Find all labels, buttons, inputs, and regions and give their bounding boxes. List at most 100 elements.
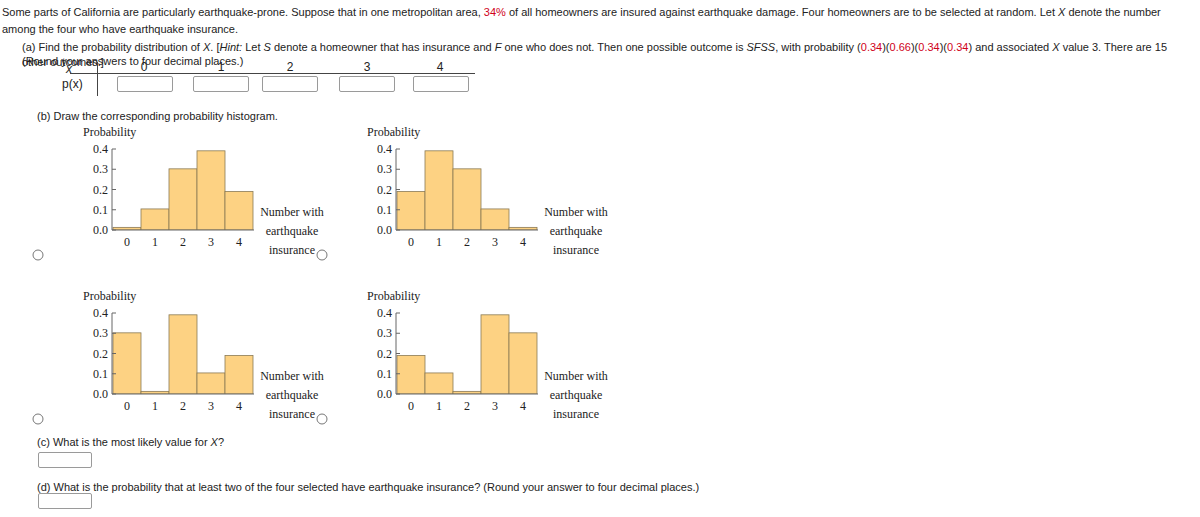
text-segment: X xyxy=(203,41,210,53)
table-column: 3 xyxy=(357,60,377,74)
text-segment: 0.66 xyxy=(890,41,911,53)
y-tick-label: 0.4 xyxy=(93,142,108,156)
x-tick-label: 4 xyxy=(236,399,242,413)
x-axis xyxy=(112,230,254,231)
y-tick-label: 0.0 xyxy=(377,387,392,401)
y-tick-label: 0.2 xyxy=(93,183,108,197)
text-segment: 0.34 xyxy=(947,41,968,53)
answer-input[interactable] xyxy=(413,76,469,92)
text-segment: ? xyxy=(218,436,224,448)
bar xyxy=(197,373,225,394)
intro-text: Some parts of California are particularl… xyxy=(2,4,1197,38)
bar xyxy=(141,209,169,230)
x-axis-label: Number with earthquake insurance xyxy=(255,367,329,424)
answer-input[interactable] xyxy=(38,452,92,468)
y-tick xyxy=(112,394,116,395)
y-tick-label: 0.3 xyxy=(93,326,108,340)
round-note: (Round your answers to four decimal plac… xyxy=(22,55,622,67)
y-tick xyxy=(112,149,116,150)
x-tick-label: 4 xyxy=(236,235,242,249)
y-tick-label: 0.4 xyxy=(93,306,108,320)
x-tick-label: 0 xyxy=(124,235,130,249)
y-tick-label: 0.3 xyxy=(377,326,392,340)
y-tick-label: 0.0 xyxy=(93,387,108,401)
y-axis-label: Probability xyxy=(83,289,136,303)
x-axis xyxy=(396,394,538,395)
x-tick-label: 1 xyxy=(152,399,158,413)
x-tick-label: 3 xyxy=(492,399,498,413)
bar xyxy=(169,315,197,394)
x-tick-label: 0 xyxy=(408,399,414,413)
y-tick-label: 0.4 xyxy=(377,306,392,320)
text-segment: denote a homeowner that has insurance an… xyxy=(271,41,495,53)
y-tick xyxy=(396,189,400,190)
y-tick xyxy=(112,209,116,210)
bars xyxy=(397,315,537,394)
bar xyxy=(397,356,425,394)
y-tick xyxy=(396,333,400,334)
text-segment: , with probability ( xyxy=(775,41,861,53)
bar xyxy=(509,333,537,394)
bar xyxy=(425,373,453,394)
y-tick xyxy=(112,353,116,354)
y-tick-label: 0.2 xyxy=(93,347,108,361)
bar xyxy=(397,192,425,230)
text-segment: Hint: xyxy=(220,41,243,53)
y-tick xyxy=(396,394,400,395)
x-tick-label: 1 xyxy=(436,235,442,249)
table-column: 1 xyxy=(211,60,231,74)
part-d-text: (d) What is the probability that at leas… xyxy=(37,481,1137,493)
x-axis-label: Number with earthquake insurance xyxy=(539,367,613,424)
x-tick-label: 3 xyxy=(492,235,498,249)
radio-button[interactable] xyxy=(33,250,43,260)
text-segment: )( xyxy=(940,41,947,53)
table-rule xyxy=(97,62,98,96)
text-segment: S xyxy=(264,41,271,53)
bar xyxy=(197,151,225,230)
answer-input[interactable] xyxy=(38,493,92,509)
y-tick-label: 0.3 xyxy=(377,162,392,176)
table-rule xyxy=(70,73,475,74)
y-tick xyxy=(112,230,116,231)
answer-input[interactable] xyxy=(117,76,173,92)
text-segment: Let xyxy=(242,41,263,53)
y-tick xyxy=(112,373,116,374)
y-tick xyxy=(396,313,400,314)
x-tick-label: 1 xyxy=(152,235,158,249)
y-tick xyxy=(396,149,400,150)
y-tick-label: 0.1 xyxy=(377,367,392,381)
y-tick xyxy=(396,230,400,231)
y-axis-label: Probability xyxy=(83,125,136,139)
y-tick-label: 0.3 xyxy=(93,162,108,176)
x-tick-label: 3 xyxy=(208,235,214,249)
part-c-text: (c) What is the most likely value for X? xyxy=(37,436,637,448)
y-tick xyxy=(396,169,400,170)
text-segment: 0.34 xyxy=(861,41,882,53)
text-segment: X xyxy=(1058,6,1065,18)
radio-button[interactable] xyxy=(33,414,43,424)
y-tick xyxy=(112,333,116,334)
text-segment: X xyxy=(1052,41,1059,53)
answer-input[interactable] xyxy=(262,76,318,92)
x-axis xyxy=(112,394,254,395)
x-tick-label: 3 xyxy=(208,399,214,413)
text-segment: ) and associated xyxy=(968,41,1052,53)
radio-button[interactable] xyxy=(317,250,327,260)
y-tick-label: 0.2 xyxy=(377,347,392,361)
x-tick-label: 2 xyxy=(180,399,186,413)
answer-input[interactable] xyxy=(193,76,249,92)
text-segment: one who does not. Then one possible outc… xyxy=(501,41,746,53)
text-segment: SFSS xyxy=(746,41,775,53)
y-tick-label: 0.0 xyxy=(93,223,108,237)
bars xyxy=(397,151,537,230)
radio-button[interactable] xyxy=(317,414,327,424)
x-axis-label: Number with earthquake insurance xyxy=(255,203,329,260)
text-segment: )( xyxy=(911,41,918,53)
y-axis-label: Probability xyxy=(367,125,420,139)
answer-input[interactable] xyxy=(339,76,395,92)
x-tick-label: 4 xyxy=(520,399,526,413)
text-segment: (c) What is the most likely value for xyxy=(37,436,211,448)
text-segment: of all homeowners are insured against ea… xyxy=(506,6,1058,18)
text-segment: 34% xyxy=(484,6,506,18)
bar xyxy=(225,356,253,394)
